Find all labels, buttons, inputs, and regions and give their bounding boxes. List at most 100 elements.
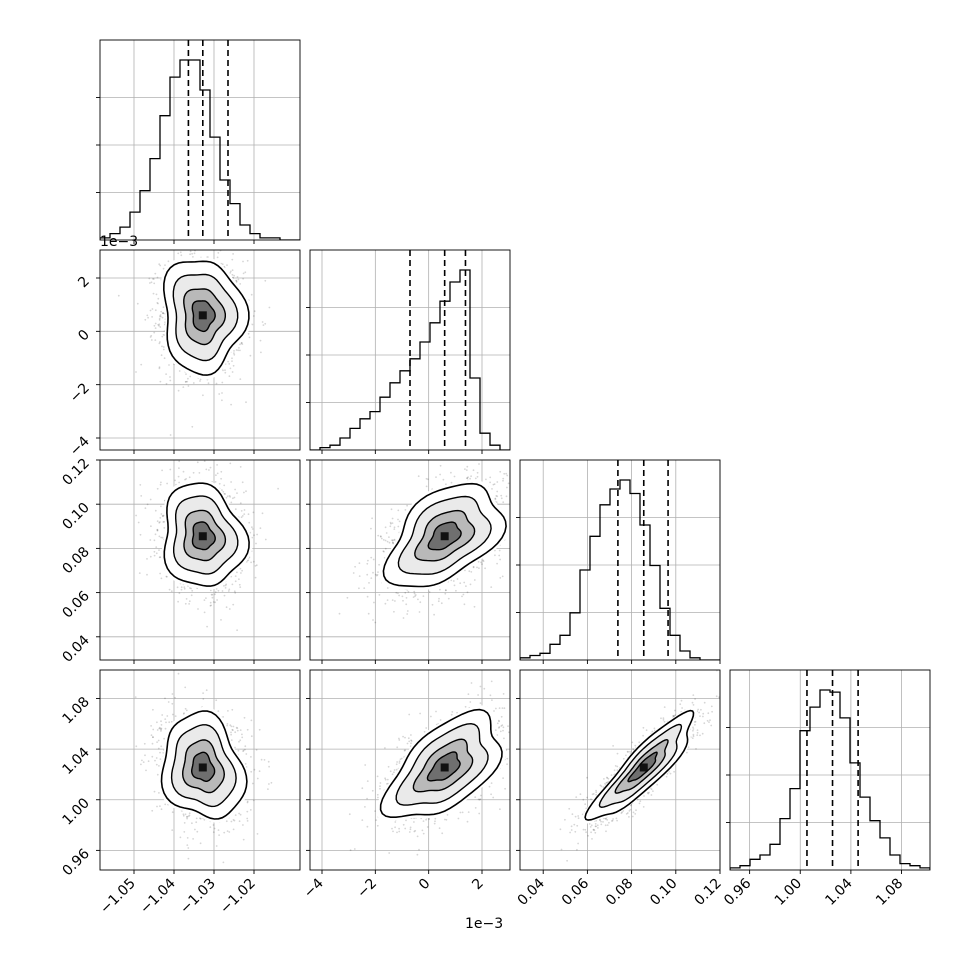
sample-point — [495, 495, 498, 497]
sample-point — [216, 599, 219, 601]
sample-point — [391, 539, 394, 542]
sample-point — [162, 514, 165, 517]
sample-point — [500, 497, 503, 500]
histogram-panel — [520, 460, 720, 660]
sample-point — [498, 549, 501, 552]
sample-point — [245, 490, 247, 493]
sample-point — [168, 588, 171, 591]
sample-point — [223, 492, 226, 495]
sample-point — [251, 323, 254, 326]
sample-point — [395, 591, 398, 594]
sample-point — [154, 309, 157, 312]
sample-point — [398, 520, 401, 523]
sample-point — [240, 510, 243, 512]
sample-point — [236, 276, 239, 278]
sample-point — [221, 489, 223, 491]
sample-point — [243, 509, 246, 511]
sample-point — [221, 590, 224, 592]
sample-point — [218, 393, 221, 395]
sample-point — [469, 477, 471, 480]
sample-point — [216, 464, 219, 466]
sample-point — [168, 364, 170, 366]
sample-point — [493, 455, 495, 457]
sample-point — [229, 462, 232, 465]
sample-point — [151, 809, 154, 812]
sample-point — [425, 477, 428, 480]
sample-point — [444, 592, 447, 595]
sample-point — [233, 496, 236, 499]
sample-point — [189, 253, 192, 256]
sample-point — [236, 629, 239, 632]
sample-point — [188, 603, 191, 605]
sample-point — [418, 611, 421, 613]
sample-point — [214, 591, 217, 593]
sample-point — [437, 600, 440, 603]
histogram-step — [520, 479, 720, 660]
sample-point — [234, 508, 237, 511]
sample-point — [177, 252, 180, 255]
sample-point — [496, 490, 499, 493]
sample-point — [153, 331, 156, 334]
sample-point — [159, 483, 162, 486]
sample-point — [158, 323, 161, 326]
sample-point — [178, 370, 181, 372]
contour-line — [427, 521, 462, 551]
sample-point — [438, 597, 440, 600]
scatter-panel — [338, 455, 516, 624]
sample-point — [230, 481, 233, 483]
sample-point — [228, 608, 231, 610]
sample-point — [149, 539, 152, 541]
sample-point — [498, 554, 501, 557]
sample-point — [502, 479, 504, 482]
sample-point — [166, 575, 168, 578]
sample-point — [154, 272, 157, 275]
sample-point — [153, 539, 156, 542]
sample-point — [169, 434, 172, 436]
sample-point — [160, 310, 163, 313]
sample-point — [231, 583, 234, 586]
sample-point — [242, 260, 244, 263]
sample-point — [156, 487, 159, 490]
sample-point — [221, 399, 223, 402]
sample-point — [169, 468, 172, 471]
sample-point — [404, 591, 407, 594]
sample-point — [481, 563, 483, 565]
sample-point — [417, 598, 419, 601]
sample-point — [202, 394, 204, 397]
sample-point — [494, 554, 496, 557]
sample-point — [217, 589, 220, 592]
sample-point — [165, 575, 168, 578]
scatter-panel — [117, 250, 271, 436]
sample-point — [514, 495, 516, 497]
data-layer — [100, 40, 930, 870]
sample-point — [228, 363, 231, 365]
sample-point — [346, 596, 349, 599]
sample-point — [198, 472, 201, 474]
sample-point — [162, 348, 165, 351]
sample-point — [406, 613, 409, 615]
sample-point — [155, 552, 158, 555]
sample-point — [216, 256, 219, 259]
sample-point — [161, 316, 164, 319]
sample-point — [159, 805, 161, 807]
sample-point — [150, 339, 153, 341]
contour-line — [191, 300, 216, 333]
sample-point — [144, 507, 147, 510]
sample-point — [158, 342, 161, 345]
sample-point — [260, 351, 262, 354]
sample-point — [492, 483, 495, 486]
sample-point — [256, 533, 258, 536]
sample-point — [255, 564, 258, 567]
scatter-panel — [134, 672, 273, 864]
sample-point — [249, 354, 252, 357]
sample-point — [397, 525, 400, 528]
sample-point — [220, 470, 223, 473]
sample-point — [189, 587, 191, 589]
sample-point — [377, 571, 379, 573]
sample-point — [500, 494, 503, 497]
sample-point — [450, 471, 452, 474]
sample-point — [259, 339, 262, 342]
sample-point — [466, 477, 469, 480]
sample-point — [151, 316, 154, 318]
sample-point — [163, 527, 166, 529]
